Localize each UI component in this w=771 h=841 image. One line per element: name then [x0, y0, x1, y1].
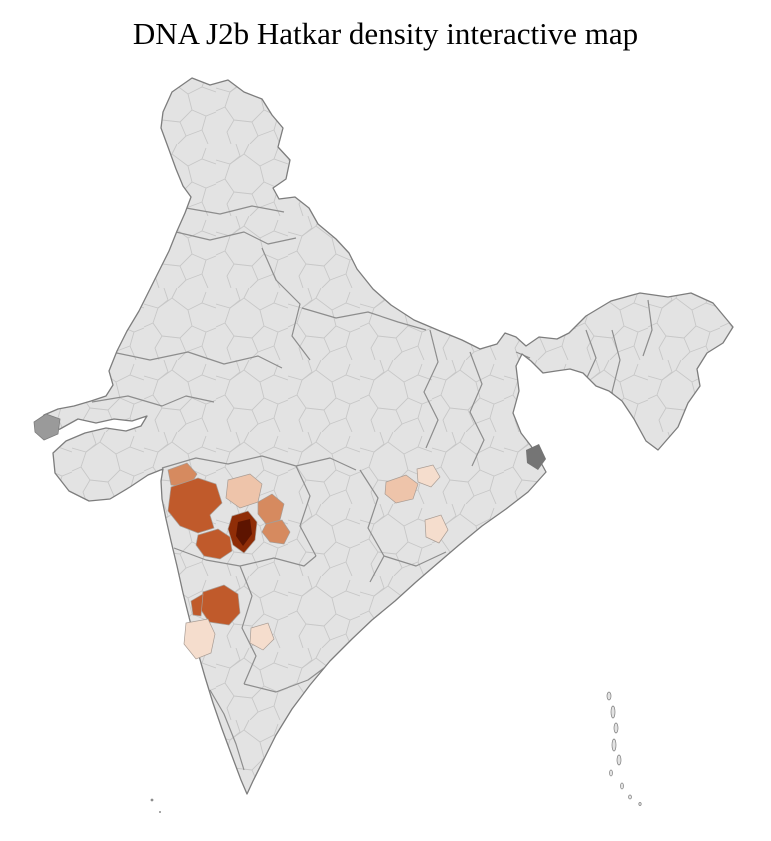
map-container [0, 52, 771, 841]
page-title: DNA J2b Hatkar density interactive map [132, 16, 639, 51]
district-cell-very_low[interactable] [424, 514, 449, 544]
district-cell-very_low[interactable] [183, 618, 216, 660]
district-boundaries [38, 78, 733, 794]
lakshadweep-specks [150, 798, 161, 813]
district-cell-high[interactable] [167, 477, 223, 534]
district-cell-medium[interactable] [261, 519, 291, 545]
district-cell-max[interactable] [236, 519, 252, 546]
district-cell-very_low[interactable] [416, 464, 441, 488]
district-cell-very_low[interactable] [249, 622, 275, 651]
state-boundaries [91, 205, 653, 771]
district-cell-gray_dark[interactable] [526, 444, 546, 470]
kutch-island[interactable] [33, 413, 61, 441]
district-cell-low[interactable] [384, 474, 419, 504]
district-cell-high[interactable] [195, 528, 233, 560]
district-cell-medium[interactable] [257, 493, 285, 525]
choropleth-cells [167, 444, 546, 660]
india-map[interactable] [0, 52, 771, 841]
district-cell-high[interactable] [190, 593, 204, 617]
andaman-islands [606, 691, 642, 806]
